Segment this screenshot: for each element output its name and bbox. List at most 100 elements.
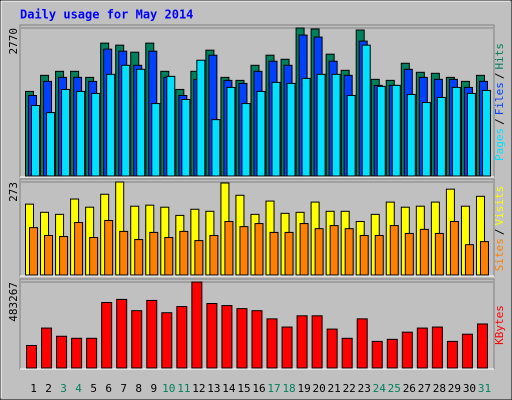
bar [226, 86, 236, 177]
bar [481, 89, 491, 177]
bar [46, 112, 56, 177]
x-tick-label: 27 [418, 382, 431, 395]
bar [71, 337, 83, 369]
bar [196, 59, 206, 177]
bar [179, 230, 189, 276]
bar [376, 85, 386, 177]
bar [461, 333, 473, 369]
bar [166, 75, 176, 177]
bar [301, 77, 311, 177]
bar [331, 73, 341, 177]
bar [221, 305, 233, 369]
bar [271, 81, 281, 177]
bar [206, 303, 218, 369]
bar [251, 310, 263, 369]
bar [284, 231, 294, 276]
bar [314, 228, 324, 276]
bar [61, 88, 71, 177]
x-tick-label: 1 [30, 382, 37, 395]
legend-entry: Sites [493, 238, 506, 271]
bar [356, 318, 368, 369]
bar [479, 241, 489, 276]
bar [176, 306, 188, 369]
bar [106, 73, 116, 177]
bar [389, 225, 399, 276]
y-tick-label: 2770 [7, 28, 20, 55]
bar [386, 338, 398, 369]
bar [224, 221, 234, 276]
bar [371, 340, 383, 369]
legend-entry: Files [493, 82, 506, 115]
bar [131, 310, 143, 369]
bar [59, 236, 69, 276]
bar [446, 340, 458, 369]
legend-entry: Visits [493, 186, 506, 226]
y-tick-group: 273 [7, 182, 20, 202]
x-tick-label: 7 [120, 382, 127, 395]
bar [29, 227, 38, 276]
x-tick-label: 10 [162, 382, 175, 395]
legend-text: KBytes [493, 305, 506, 345]
bar [421, 102, 431, 177]
bar [401, 331, 413, 369]
legend: KBytes [493, 305, 506, 345]
bar [269, 231, 279, 276]
bar [266, 318, 278, 369]
bar [164, 237, 174, 276]
legend-separator: / [493, 229, 506, 236]
bar [281, 326, 293, 369]
x-tick-label: 6 [105, 382, 112, 395]
bar [344, 228, 354, 276]
x-tick-label: 9 [150, 382, 157, 395]
bar [326, 328, 338, 369]
x-tick-label: 4 [75, 382, 82, 395]
legend-entry: Pages [493, 128, 506, 161]
x-tick-label: 15 [237, 382, 250, 395]
bar [286, 82, 296, 177]
bar [374, 234, 384, 276]
bar [451, 86, 461, 177]
bar [181, 98, 191, 177]
bar [209, 234, 219, 276]
bar [26, 344, 37, 369]
x-tick-label: 25 [388, 382, 401, 395]
bar [299, 223, 309, 276]
legend-entry: KBytes [493, 305, 506, 345]
bar [136, 68, 146, 177]
x-tick-label: 11 [177, 382, 190, 395]
legend-text: Sites / Visits [493, 186, 506, 272]
bar [476, 323, 488, 369]
bar [119, 230, 129, 276]
x-tick-label: 8 [135, 382, 142, 395]
x-tick-label: 30 [463, 382, 476, 395]
bar [89, 237, 99, 276]
bar [56, 335, 68, 369]
bar [406, 93, 416, 177]
bar [74, 222, 84, 276]
bar [431, 326, 443, 369]
bar [329, 225, 339, 276]
x-tick-label: 31 [478, 382, 491, 395]
bar [316, 73, 326, 177]
legend: Sites / Visits [493, 186, 506, 272]
x-tick-label: 2 [45, 382, 52, 395]
x-tick-label: 23 [358, 382, 371, 395]
bar [116, 298, 128, 369]
x-tick-label: 18 [282, 382, 295, 395]
y-tick-label: 273 [7, 182, 20, 202]
bar [146, 299, 158, 369]
legend: Pages / Files / Hits [493, 43, 506, 161]
bar [41, 327, 53, 369]
y-tick-group: 2770 [7, 28, 20, 55]
bar [236, 308, 248, 369]
bar [361, 44, 371, 177]
bar [311, 315, 323, 369]
bar [419, 228, 429, 276]
bar [151, 103, 161, 177]
bar [449, 221, 459, 276]
bar [404, 232, 414, 276]
x-tick-label: 12 [192, 382, 205, 395]
x-tick-label: 16 [252, 382, 265, 395]
bar [134, 239, 144, 276]
